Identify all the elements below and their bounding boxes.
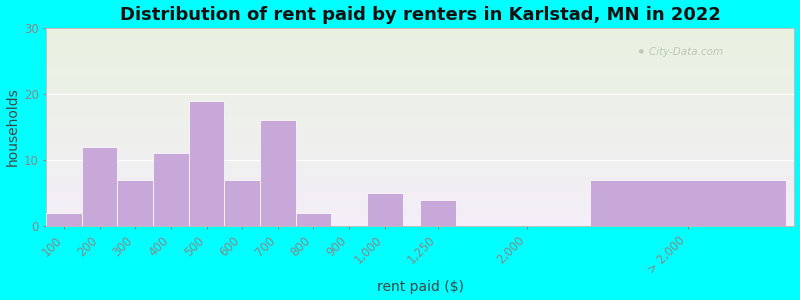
Bar — [590, 180, 786, 226]
Bar — [189, 100, 224, 226]
Bar — [118, 180, 153, 226]
Y-axis label: households: households — [6, 88, 19, 166]
Bar — [420, 200, 456, 226]
Bar — [82, 147, 118, 226]
Title: Distribution of rent paid by renters in Karlstad, MN in 2022: Distribution of rent paid by renters in … — [120, 6, 721, 24]
Bar — [367, 193, 402, 226]
X-axis label: rent paid ($): rent paid ($) — [377, 280, 464, 294]
Bar — [153, 154, 189, 226]
Bar — [224, 180, 260, 226]
Bar — [296, 213, 331, 226]
Text: ⚫ City-Data.com: ⚫ City-Data.com — [638, 47, 723, 57]
Bar — [46, 213, 82, 226]
Bar — [260, 120, 296, 226]
